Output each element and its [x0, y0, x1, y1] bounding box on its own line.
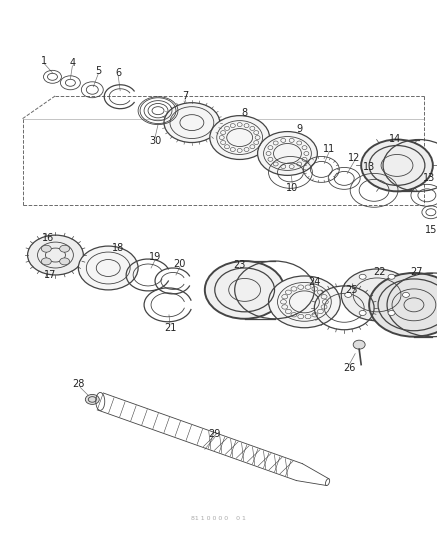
Ellipse shape [28, 235, 83, 275]
Text: 15: 15 [425, 225, 437, 235]
Ellipse shape [78, 246, 138, 290]
Ellipse shape [388, 311, 395, 316]
Text: 21: 21 [164, 323, 176, 333]
Text: 25: 25 [345, 285, 357, 295]
Ellipse shape [345, 293, 352, 297]
Ellipse shape [210, 116, 269, 159]
Text: 81 1 0 0 0 0    0 1: 81 1 0 0 0 0 0 1 [191, 516, 246, 521]
Ellipse shape [341, 269, 413, 321]
Text: 17: 17 [44, 270, 57, 280]
Text: 6: 6 [115, 68, 121, 78]
Text: 30: 30 [149, 135, 161, 146]
Text: 23: 23 [233, 260, 246, 270]
Text: 18: 18 [112, 243, 124, 253]
Ellipse shape [41, 245, 51, 252]
Text: 11: 11 [323, 143, 336, 154]
Text: 19: 19 [149, 252, 161, 262]
Ellipse shape [41, 258, 51, 265]
Text: 20: 20 [174, 259, 186, 269]
Text: 10: 10 [286, 183, 299, 193]
Ellipse shape [388, 274, 395, 279]
Text: 22: 22 [373, 267, 385, 277]
Ellipse shape [164, 103, 220, 142]
Ellipse shape [369, 273, 438, 337]
Text: 28: 28 [72, 379, 85, 390]
Ellipse shape [359, 274, 366, 279]
Text: 5: 5 [95, 66, 102, 76]
Text: 27: 27 [411, 267, 423, 277]
Ellipse shape [205, 261, 285, 319]
Text: 8: 8 [242, 108, 248, 118]
Ellipse shape [359, 311, 366, 316]
Ellipse shape [403, 293, 410, 297]
Ellipse shape [258, 132, 318, 175]
Text: 14: 14 [389, 134, 401, 143]
Ellipse shape [268, 276, 340, 328]
Text: 7: 7 [182, 91, 188, 101]
Ellipse shape [60, 258, 70, 265]
Text: 1: 1 [42, 56, 48, 66]
Text: 13: 13 [423, 173, 435, 183]
Text: 16: 16 [42, 233, 55, 243]
Text: 12: 12 [348, 154, 360, 164]
Text: 26: 26 [343, 362, 355, 373]
Text: 4: 4 [69, 58, 75, 68]
Text: 24: 24 [308, 277, 321, 287]
Text: 9: 9 [297, 124, 303, 134]
Text: 29: 29 [208, 429, 221, 439]
Ellipse shape [60, 245, 70, 252]
Text: 13: 13 [363, 163, 375, 172]
Ellipse shape [353, 340, 365, 349]
Ellipse shape [361, 140, 433, 191]
Ellipse shape [85, 394, 99, 405]
